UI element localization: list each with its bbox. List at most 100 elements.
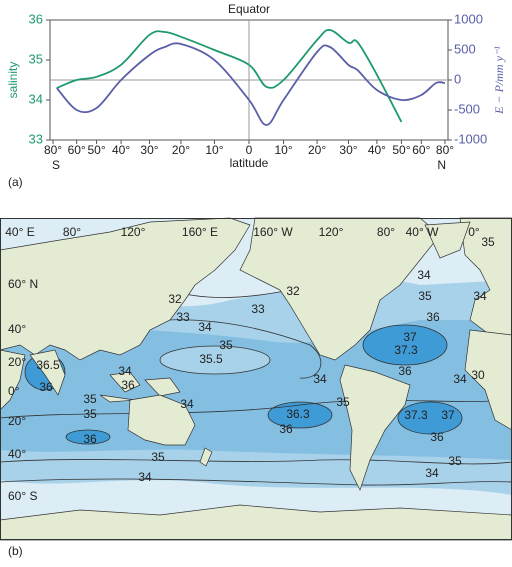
longitude-label: 120° bbox=[319, 225, 344, 239]
contour-label: 35 bbox=[336, 395, 350, 409]
y2-axis-label: E − P/mm y⁻¹ bbox=[492, 46, 506, 115]
longitude-label: 80° bbox=[377, 225, 395, 239]
contour bbox=[267, 401, 333, 429]
land bbox=[424, 221, 471, 259]
y2-tick-label: 1000 bbox=[454, 11, 483, 26]
line bbox=[56, 29, 403, 123]
longitude-label: 40° E bbox=[5, 225, 34, 239]
contour-label: 36.3 bbox=[286, 407, 310, 421]
y-tick-label: 36 bbox=[29, 11, 43, 26]
land bbox=[29, 349, 66, 396]
x-tick-label: 60° bbox=[412, 143, 430, 157]
x-tick-label: 60° bbox=[68, 143, 86, 157]
panel-label: (a) bbox=[8, 175, 23, 189]
y-axis-label: salinity bbox=[6, 62, 20, 99]
line bbox=[56, 42, 446, 126]
contour-label: 36 bbox=[279, 422, 293, 436]
longitude-label: 60° N bbox=[8, 277, 38, 291]
contour-label: 35.5 bbox=[199, 352, 223, 366]
x-tick-label: 50° bbox=[87, 143, 105, 157]
contour-label: 37.3 bbox=[404, 408, 428, 422]
contour-label: 35 bbox=[151, 450, 165, 464]
latitude-label: 20° bbox=[8, 414, 26, 428]
contour bbox=[164, 319, 322, 379]
contour bbox=[397, 401, 463, 435]
contour-label: 36.5 bbox=[36, 358, 60, 372]
y-tick-label: 33 bbox=[29, 131, 43, 146]
land bbox=[464, 329, 512, 431]
latitude-label: 40° bbox=[8, 447, 26, 461]
contour-label: 35 bbox=[448, 454, 462, 468]
contour-label: 33 bbox=[251, 302, 265, 316]
y2-tick-label: -1000 bbox=[454, 131, 487, 146]
latitude-label: 60° S bbox=[8, 489, 37, 503]
x-axis-label: latitude bbox=[230, 156, 269, 170]
y2-tick-label: -500 bbox=[454, 101, 480, 116]
contour-label: 34 bbox=[118, 364, 132, 378]
contour-label: 32 bbox=[168, 292, 182, 306]
contour-label: 34 bbox=[453, 372, 467, 386]
x-tick-label: 10° bbox=[274, 143, 292, 157]
latitude-label: 0° bbox=[8, 384, 20, 398]
panel-label: (b) bbox=[8, 544, 23, 558]
land bbox=[0, 217, 251, 361]
land bbox=[459, 217, 512, 341]
y-tick-label: 35 bbox=[29, 51, 43, 66]
x-end-label: N bbox=[437, 158, 446, 172]
x-tick-label: 80° bbox=[436, 143, 454, 157]
contour-label: 34 bbox=[198, 320, 212, 334]
contour-label: 37.3 bbox=[394, 343, 418, 357]
contour-label: 34 bbox=[425, 466, 439, 480]
x-tick-label: 80° bbox=[44, 143, 62, 157]
land bbox=[0, 349, 26, 411]
land bbox=[127, 394, 196, 446]
longitude-label: 120° bbox=[121, 225, 146, 239]
chart-title: Equator bbox=[228, 2, 270, 16]
x-tick-label: 30° bbox=[140, 143, 158, 157]
y-tick-label: 34 bbox=[29, 91, 43, 106]
land bbox=[239, 217, 441, 361]
contour-label: 37 bbox=[441, 408, 455, 422]
contour-label: 36 bbox=[121, 378, 135, 392]
contour bbox=[0, 459, 512, 465]
contour-label: 36 bbox=[426, 310, 440, 324]
longitude-label: 160° E bbox=[182, 225, 218, 239]
x-tick-label: 30° bbox=[339, 143, 357, 157]
longitude-label: 0° bbox=[468, 225, 480, 239]
contour bbox=[362, 324, 448, 366]
contour-label: 36 bbox=[39, 380, 53, 394]
contour bbox=[0, 399, 512, 419]
land bbox=[99, 371, 181, 403]
longitude-label: 160° W bbox=[253, 225, 293, 239]
latitude-label: 20° bbox=[8, 355, 26, 369]
x-tick-label: 20° bbox=[308, 143, 326, 157]
x-tick-label: 10° bbox=[205, 143, 223, 157]
contour-label: 32 bbox=[286, 284, 300, 298]
contour bbox=[65, 429, 111, 445]
land bbox=[339, 364, 411, 491]
contour bbox=[0, 478, 512, 486]
contour-label: 35 bbox=[481, 235, 495, 249]
contour-label: 33 bbox=[176, 310, 190, 324]
contour-label: 34 bbox=[473, 289, 487, 303]
contour-label: 34 bbox=[138, 470, 152, 484]
longitude-label: 40° W bbox=[406, 225, 439, 239]
land bbox=[199, 447, 213, 467]
y2-tick-label: 500 bbox=[454, 41, 476, 56]
x-end-label: S bbox=[52, 158, 60, 172]
contour-label: 37 bbox=[403, 330, 417, 344]
x-tick-label: 50° bbox=[392, 143, 410, 157]
land bbox=[0, 504, 512, 541]
contour-label: 35 bbox=[418, 289, 432, 303]
latitude-label: 40° bbox=[8, 322, 26, 336]
contour-label: 34 bbox=[313, 372, 327, 386]
contour-label: 36 bbox=[83, 432, 97, 446]
contour-label: 36 bbox=[398, 364, 412, 378]
x-tick-label: 40° bbox=[368, 143, 386, 157]
y2-tick-label: 0 bbox=[454, 71, 461, 86]
longitude-label: 80° bbox=[63, 225, 81, 239]
contour-label: 34 bbox=[417, 268, 431, 282]
x-tick-label: 40° bbox=[112, 143, 130, 157]
contour-label: 30 bbox=[471, 368, 485, 382]
